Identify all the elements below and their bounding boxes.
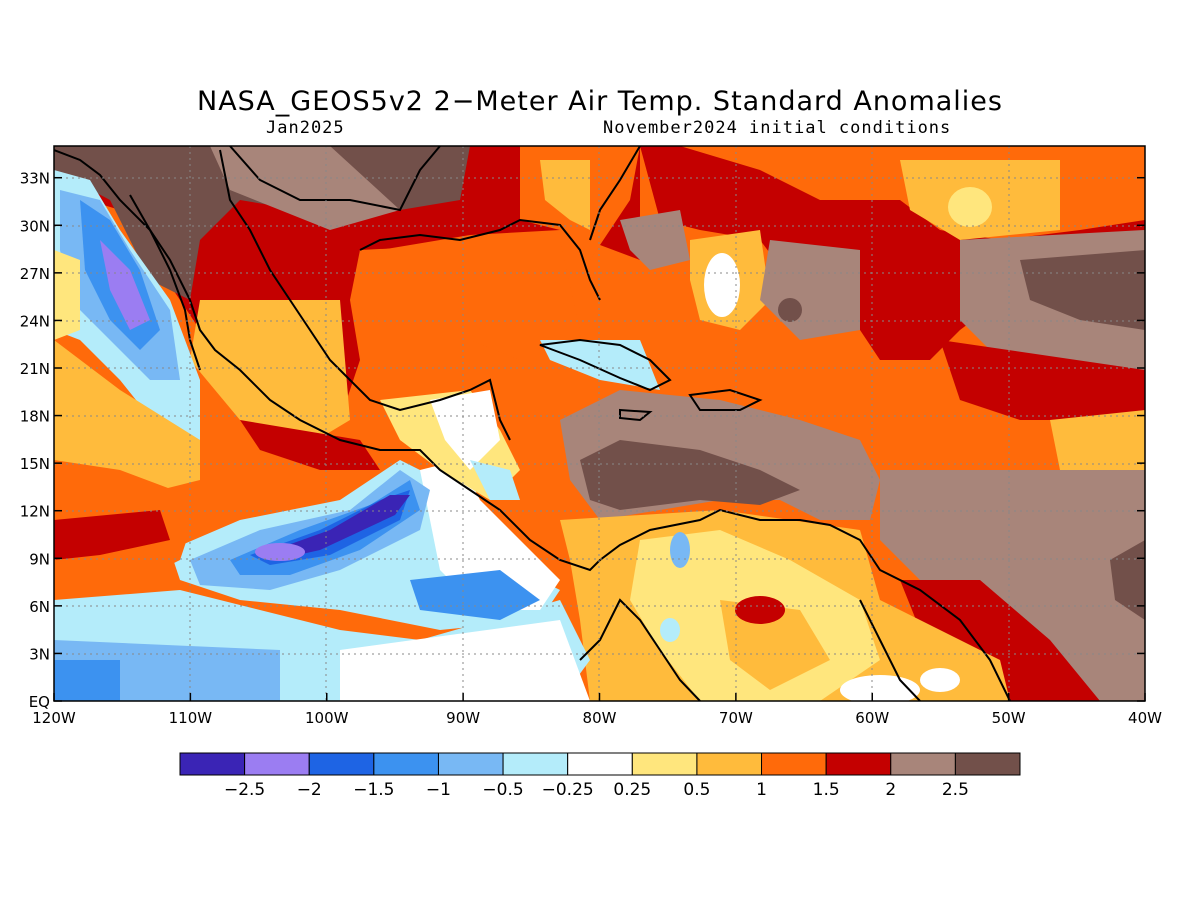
- lat-tick-label: 33N: [20, 170, 50, 188]
- lat-tick-label: 30N: [20, 217, 50, 235]
- colorbar-swatch: [373, 752, 439, 776]
- lat-tick-label: 24N: [20, 312, 50, 330]
- colorbar-swatch: [890, 752, 956, 776]
- valid-month-label: Jan2025: [266, 118, 345, 138]
- colorbar-label: −1: [426, 780, 451, 800]
- colorbar: −2.5 −2 −1.5 −1 −0.5 −0.25 0.25 0.5 1 1.5 2 2.5: [179, 752, 1021, 800]
- anomaly-field: [54, 146, 1145, 701]
- coastlines: [54, 146, 1011, 701]
- colorbar-label: −2.5: [224, 780, 265, 800]
- colorbar-swatch: [825, 752, 892, 776]
- colorbar-label: 0.25: [613, 780, 651, 800]
- lon-tick-label: 120W: [32, 709, 76, 727]
- graticule: [54, 146, 1145, 701]
- colorbar-swatch: [244, 752, 310, 776]
- colorbar-label: 1: [756, 780, 767, 800]
- colorbar-swatch: [179, 752, 246, 776]
- lat-tick-label: 18N: [20, 408, 50, 426]
- lon-tick-label: 40W: [1128, 709, 1162, 727]
- map-title: NASA_GEOS5v2 2−Meter Air Temp. Standard …: [197, 86, 1003, 117]
- colorbar-swatch: [502, 752, 569, 776]
- colorbar-swatch: [696, 752, 763, 776]
- lat-tick-label: 3N: [29, 645, 50, 663]
- lon-tick-label: 110W: [169, 709, 213, 727]
- colorbar-swatch: [954, 752, 1021, 776]
- init-conditions-label: November2024 initial conditions: [603, 118, 952, 138]
- lat-tick-label: 6N: [29, 598, 50, 616]
- lon-axis: 120W 110W 100W 90W 80W 70W 60W 50W 40W: [32, 693, 1162, 727]
- lon-tick-label: 80W: [583, 709, 617, 727]
- colorbar-swatch: [308, 752, 375, 776]
- lat-tick-label: 15N: [20, 455, 50, 473]
- lon-tick-label: 100W: [305, 709, 349, 727]
- colorbar-label: −0.25: [542, 780, 594, 800]
- colorbar-swatch: [567, 752, 633, 776]
- colorbar-label: −1.5: [353, 780, 394, 800]
- colorbar-swatch: [437, 752, 504, 776]
- lon-tick-label: 50W: [992, 709, 1026, 727]
- lon-tick-label: 90W: [446, 709, 480, 727]
- lat-tick-label: 12N: [20, 503, 50, 521]
- colorbar-label: 1.5: [813, 780, 840, 800]
- lat-tick-label: 27N: [20, 265, 50, 283]
- colorbar-swatch: [761, 752, 827, 776]
- lon-tick-label: 70W: [719, 709, 753, 727]
- colorbar-label: −2: [297, 780, 322, 800]
- lat-tick-label: EQ: [29, 693, 50, 711]
- lat-axis: EQ 3N 6N 9N 12N 15N 18N 21N 24N 27N 30N 33N: [20, 170, 1145, 711]
- colorbar-swatch: [631, 752, 698, 776]
- colorbar-label: 2: [885, 780, 896, 800]
- lat-tick-label: 9N: [29, 550, 50, 568]
- colorbar-label: 2.5: [942, 780, 969, 800]
- lon-tick-label: 60W: [855, 709, 889, 727]
- colorbar-label: 0.5: [683, 780, 710, 800]
- lat-tick-label: 21N: [20, 360, 50, 378]
- colorbar-label: −0.5: [482, 780, 523, 800]
